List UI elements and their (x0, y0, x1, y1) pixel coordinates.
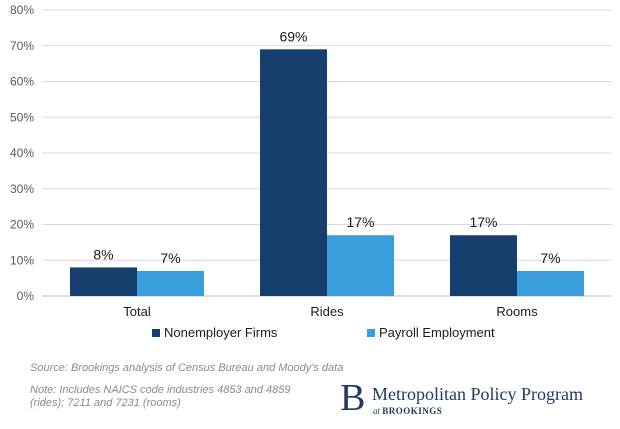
bar (450, 235, 517, 296)
source-note: Source: Brookings analysis of Census Bur… (30, 362, 344, 374)
data-label: 17% (346, 214, 374, 230)
brookings-logo: B Metropolitan Policy Program at BROOKIN… (340, 377, 616, 419)
bar (137, 270, 204, 296)
y-tick-label: 60% (10, 75, 34, 89)
logo-title: Metropolitan Policy Program (372, 384, 583, 404)
legend-swatch (152, 329, 160, 337)
x-tick-label: Total (123, 304, 151, 319)
bar (70, 267, 137, 296)
y-tick-label: 40% (10, 146, 34, 160)
bar-chart: 0% 10% 20% 30% 40% 50% 60% 70% 80% 8% 7% Total 69% 17… (10, 3, 612, 340)
bar (517, 270, 584, 296)
legend-swatch (367, 329, 375, 337)
data-label: 17% (469, 214, 497, 230)
logo-mark: B (340, 377, 366, 419)
legend-label: Nonemployer Firms (164, 325, 278, 340)
bar (327, 235, 394, 296)
data-label: 8% (93, 246, 113, 262)
y-tick-label: 10% (10, 253, 34, 267)
logo-sub-at: at (373, 406, 381, 416)
x-tick-label: Rooms (496, 304, 538, 319)
data-label: 7% (540, 250, 560, 266)
logo-subtitle: at BROOKINGS (373, 406, 442, 416)
data-label: 7% (160, 250, 180, 266)
y-tick-label: 30% (10, 182, 34, 196)
y-tick-label: 20% (10, 218, 34, 232)
y-tick-label: 50% (10, 110, 34, 124)
bar (260, 49, 327, 297)
y-tick-label: 0% (17, 289, 35, 303)
x-tick-label: Rides (310, 304, 344, 319)
y-tick-label: 70% (10, 39, 34, 53)
y-tick-label: 80% (10, 3, 34, 17)
logo-sub-org: BROOKINGS (382, 406, 443, 416)
data-label: 69% (279, 28, 307, 44)
industry-note: Note: Includes NAICS code industries 485… (30, 384, 291, 409)
legend-label: Payroll Employment (379, 325, 495, 340)
